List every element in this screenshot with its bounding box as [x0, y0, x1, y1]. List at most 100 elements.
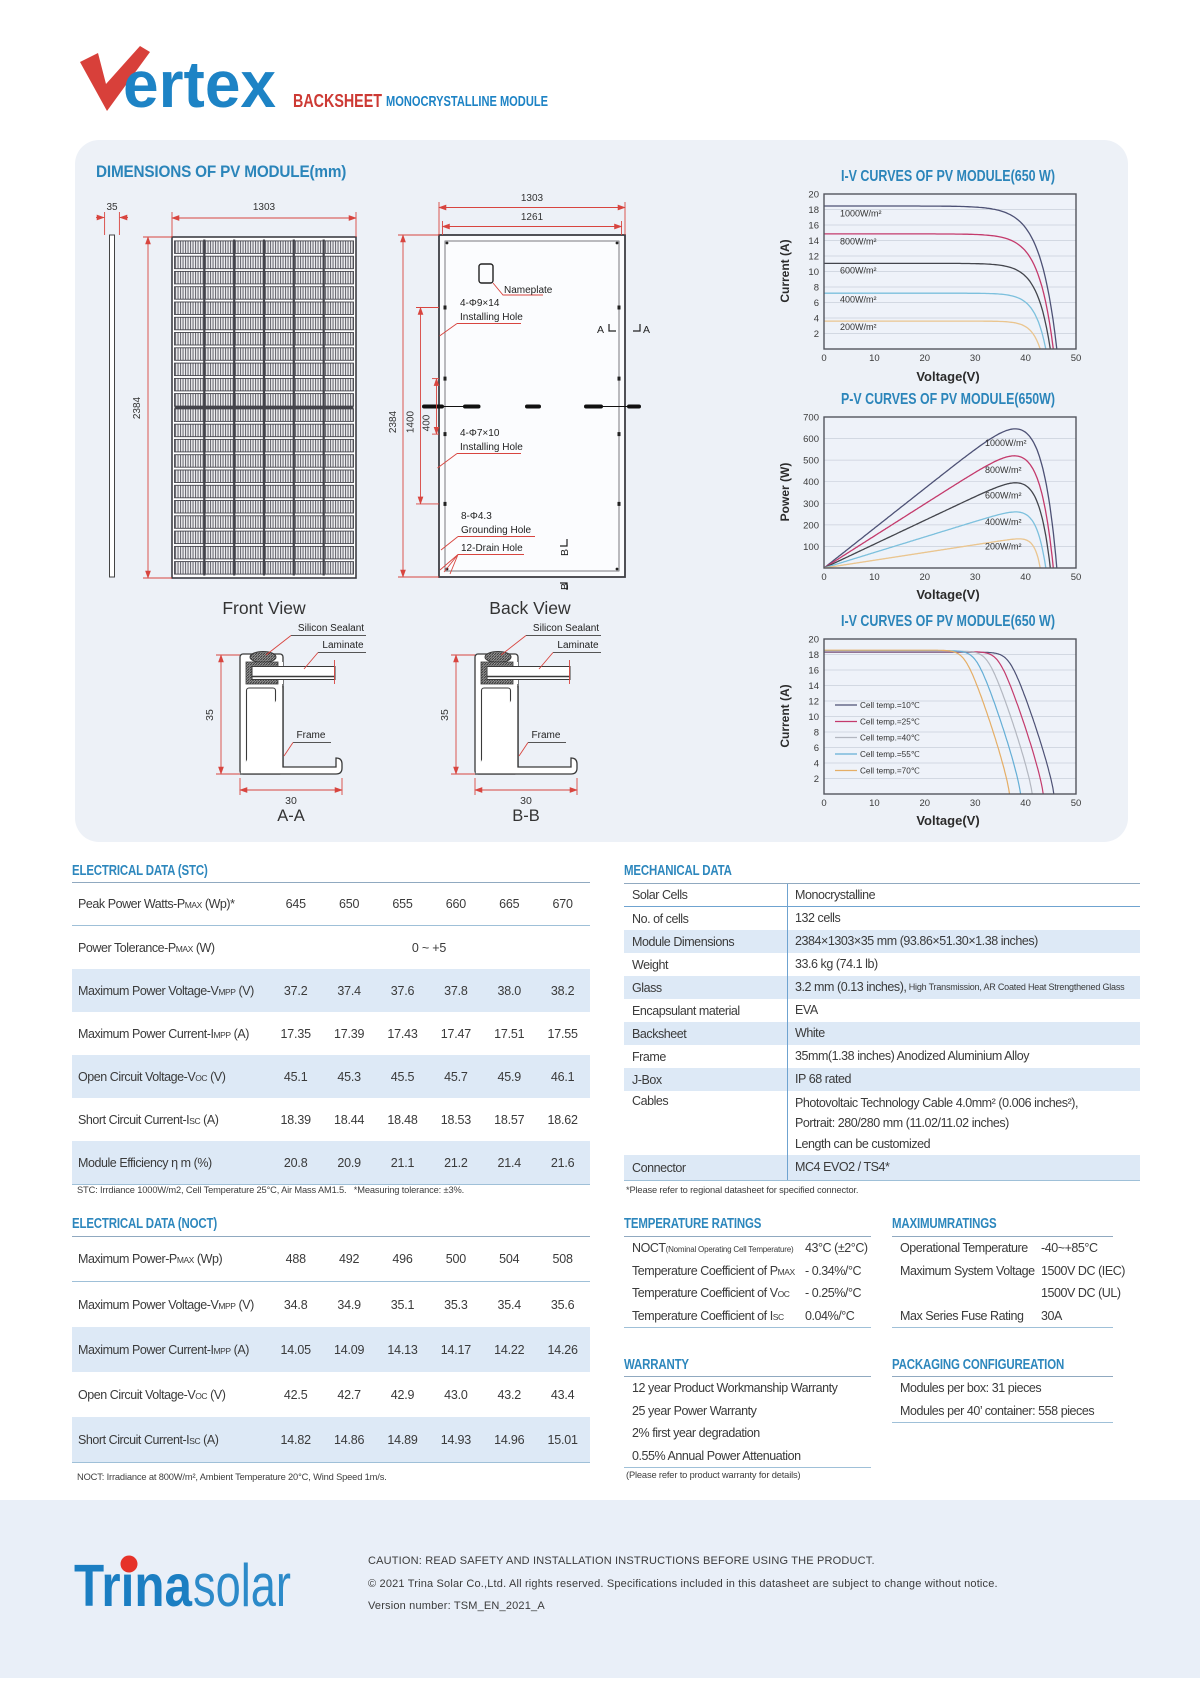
- svg-text:8: 8: [814, 728, 819, 739]
- svg-text:2384: 2384: [388, 410, 399, 433]
- svg-text:Silicon Sealant: Silicon Sealant: [298, 623, 364, 634]
- svg-text:20: 20: [808, 635, 819, 646]
- svg-text:2: 2: [814, 774, 819, 785]
- svg-text:200W/m²: 200W/m²: [985, 542, 1022, 552]
- svg-text:40: 40: [1020, 353, 1031, 364]
- svg-text:10: 10: [808, 712, 819, 723]
- svg-text:700: 700: [803, 413, 819, 424]
- svg-text:Cell temp.=55℃: Cell temp.=55℃: [860, 750, 920, 759]
- svg-text:2384: 2384: [132, 396, 143, 419]
- svg-text:20: 20: [920, 798, 931, 809]
- svg-text:6: 6: [814, 298, 819, 309]
- svg-text:35: 35: [439, 709, 451, 721]
- svg-text:16: 16: [808, 666, 819, 677]
- svg-text:Laminate: Laminate: [557, 640, 599, 651]
- svg-text:8: 8: [814, 283, 819, 294]
- svg-text:1303: 1303: [253, 202, 276, 213]
- svg-text:1261: 1261: [521, 212, 544, 223]
- svg-text:12: 12: [808, 697, 819, 708]
- svg-text:Silicon Sealant: Silicon Sealant: [533, 623, 599, 634]
- svg-text:Voltage(V): Voltage(V): [916, 587, 979, 602]
- svg-text:Cell temp.=40℃: Cell temp.=40℃: [860, 734, 920, 743]
- svg-text:200: 200: [803, 520, 819, 531]
- svg-text:20: 20: [808, 190, 819, 201]
- svg-text:100: 100: [803, 542, 819, 553]
- svg-text:35: 35: [106, 202, 118, 213]
- svg-text:16: 16: [808, 221, 819, 232]
- svg-text:0: 0: [821, 572, 826, 583]
- svg-text:Current (A): Current (A): [778, 239, 792, 302]
- svg-text:600: 600: [803, 434, 819, 445]
- svg-text:0: 0: [821, 798, 826, 809]
- svg-text:Frame: Frame: [532, 730, 561, 741]
- svg-text:Installing Hole: Installing Hole: [460, 312, 523, 323]
- svg-text:2: 2: [814, 329, 819, 340]
- svg-text:50: 50: [1071, 572, 1082, 583]
- svg-text:BACKSHEET: BACKSHEET: [293, 90, 383, 111]
- svg-text:600W/m²: 600W/m²: [985, 491, 1022, 501]
- svg-text:A: A: [597, 324, 604, 336]
- svg-text:40: 40: [1020, 572, 1031, 583]
- svg-text:1000W/m²: 1000W/m²: [985, 438, 1027, 448]
- svg-text:I-V CURVES OF PV MODULE(650 W): I-V CURVES OF PV MODULE(650 W): [841, 168, 1055, 185]
- svg-text:20: 20: [920, 572, 931, 583]
- svg-text:4: 4: [814, 314, 819, 325]
- svg-text:P-V CURVES OF PV MODULE(650W): P-V CURVES OF PV MODULE(650W): [841, 391, 1055, 408]
- svg-text:30: 30: [520, 795, 532, 807]
- svg-text:Installing Hole: Installing Hole: [460, 442, 523, 453]
- svg-text:Cell temp.=10℃: Cell temp.=10℃: [860, 701, 920, 710]
- svg-text:10: 10: [869, 572, 880, 583]
- svg-text:MONOCRYSTALLINE MODULE: MONOCRYSTALLINE MODULE: [386, 94, 548, 110]
- svg-text:4: 4: [814, 759, 819, 770]
- svg-text:50: 50: [1071, 798, 1082, 809]
- svg-text:300: 300: [803, 499, 819, 510]
- svg-text:200W/m²: 200W/m²: [840, 322, 877, 332]
- svg-text:Back View: Back View: [489, 598, 571, 618]
- svg-text:solar: solar: [193, 1552, 291, 1619]
- svg-text:1400: 1400: [406, 410, 417, 433]
- svg-text:10: 10: [808, 267, 819, 278]
- svg-text:0: 0: [821, 353, 826, 364]
- svg-text:14: 14: [808, 681, 819, 692]
- svg-text:12: 12: [808, 252, 819, 263]
- svg-text:4-Φ9×14: 4-Φ9×14: [460, 298, 500, 309]
- svg-text:Frame: Frame: [297, 730, 326, 741]
- svg-text:20: 20: [920, 353, 931, 364]
- svg-text:Voltage(V): Voltage(V): [916, 813, 979, 828]
- svg-text:Cell temp.=25℃: Cell temp.=25℃: [860, 718, 920, 727]
- svg-text:Voltage(V): Voltage(V): [916, 369, 979, 384]
- svg-text:30: 30: [285, 795, 297, 807]
- svg-text:Laminate: Laminate: [322, 640, 364, 651]
- svg-text:A-A: A-A: [277, 807, 305, 825]
- svg-text:Nameplate: Nameplate: [504, 285, 553, 296]
- svg-text:A: A: [643, 324, 650, 336]
- svg-text:600W/m²: 600W/m²: [840, 266, 877, 276]
- svg-text:35: 35: [204, 709, 216, 721]
- svg-text:14: 14: [808, 236, 819, 247]
- svg-text:8-Φ4.3: 8-Φ4.3: [461, 511, 492, 522]
- svg-text:40: 40: [1020, 798, 1031, 809]
- svg-text:Power (W): Power (W): [778, 463, 792, 522]
- svg-text:400: 400: [422, 414, 433, 431]
- svg-text:Cell temp.=70℃: Cell temp.=70℃: [860, 767, 920, 776]
- svg-text:30: 30: [970, 353, 981, 364]
- svg-text:50: 50: [1071, 353, 1082, 364]
- svg-text:18: 18: [808, 205, 819, 216]
- svg-text:400: 400: [803, 477, 819, 488]
- svg-text:4-Φ7×10: 4-Φ7×10: [460, 428, 500, 439]
- svg-text:Front View: Front View: [222, 598, 306, 618]
- svg-text:B-B: B-B: [512, 807, 540, 825]
- svg-text:10: 10: [869, 798, 880, 809]
- svg-text:B: B: [559, 549, 571, 556]
- svg-text:12-Drain Hole: 12-Drain Hole: [461, 543, 523, 554]
- svg-text:I-V CURVES OF PV MODULE(650 W): I-V CURVES OF PV MODULE(650 W): [841, 613, 1055, 630]
- svg-text:10: 10: [869, 353, 880, 364]
- svg-text:500: 500: [803, 456, 819, 467]
- svg-text:6: 6: [814, 743, 819, 754]
- svg-text:30: 30: [970, 798, 981, 809]
- svg-text:18: 18: [808, 650, 819, 661]
- svg-text:800W/m²: 800W/m²: [840, 237, 877, 247]
- svg-text:30: 30: [970, 572, 981, 583]
- svg-text:1303: 1303: [521, 193, 544, 204]
- svg-text:400W/m²: 400W/m²: [985, 517, 1022, 527]
